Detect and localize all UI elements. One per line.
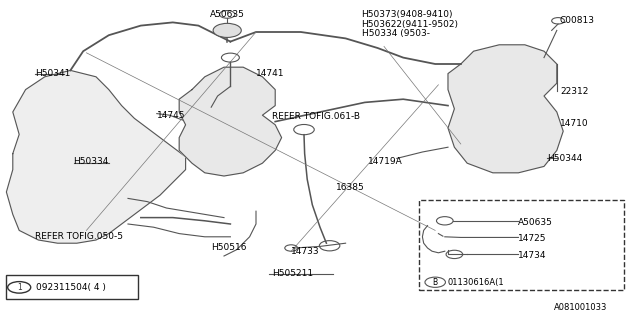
Text: 14725: 14725 [518,234,547,243]
Text: H505211: H505211 [272,269,313,278]
Circle shape [213,23,241,37]
Text: 14710: 14710 [560,119,589,128]
Text: H50341: H50341 [35,69,70,78]
Text: 092311504( 4 ): 092311504( 4 ) [36,283,106,292]
Bar [6,275,138,299]
Text: H50334 (9503-: H50334 (9503- [362,29,429,38]
Text: H503622(9411-9502): H503622(9411-9502) [362,20,459,28]
Text: 14734: 14734 [518,252,547,260]
Text: 01130616A(1: 01130616A(1 [448,278,504,287]
Text: A081001033: A081001033 [554,303,607,312]
Text: C00813: C00813 [560,16,595,25]
Bar [419,200,624,290]
Text: H50373(9408-9410): H50373(9408-9410) [362,10,453,19]
Text: 14741: 14741 [256,69,285,78]
Polygon shape [448,45,563,173]
Text: 14719A: 14719A [368,157,403,166]
Text: H50516: H50516 [211,244,246,252]
Text: H50334: H50334 [74,157,109,166]
Text: B: B [433,278,438,287]
Polygon shape [179,67,282,176]
Text: REFER TOFIG.050-5: REFER TOFIG.050-5 [35,232,123,241]
Text: 14745: 14745 [157,111,186,120]
Text: H50344: H50344 [547,154,582,163]
Text: 14733: 14733 [291,247,320,256]
Polygon shape [6,70,186,243]
Text: REFER TOFIG.061-B: REFER TOFIG.061-B [272,112,360,121]
Text: 22312: 22312 [560,87,588,96]
Text: 16385: 16385 [336,183,365,192]
Text: 1: 1 [17,283,22,292]
Text: A50635: A50635 [518,218,553,227]
Text: A50635: A50635 [210,10,244,19]
